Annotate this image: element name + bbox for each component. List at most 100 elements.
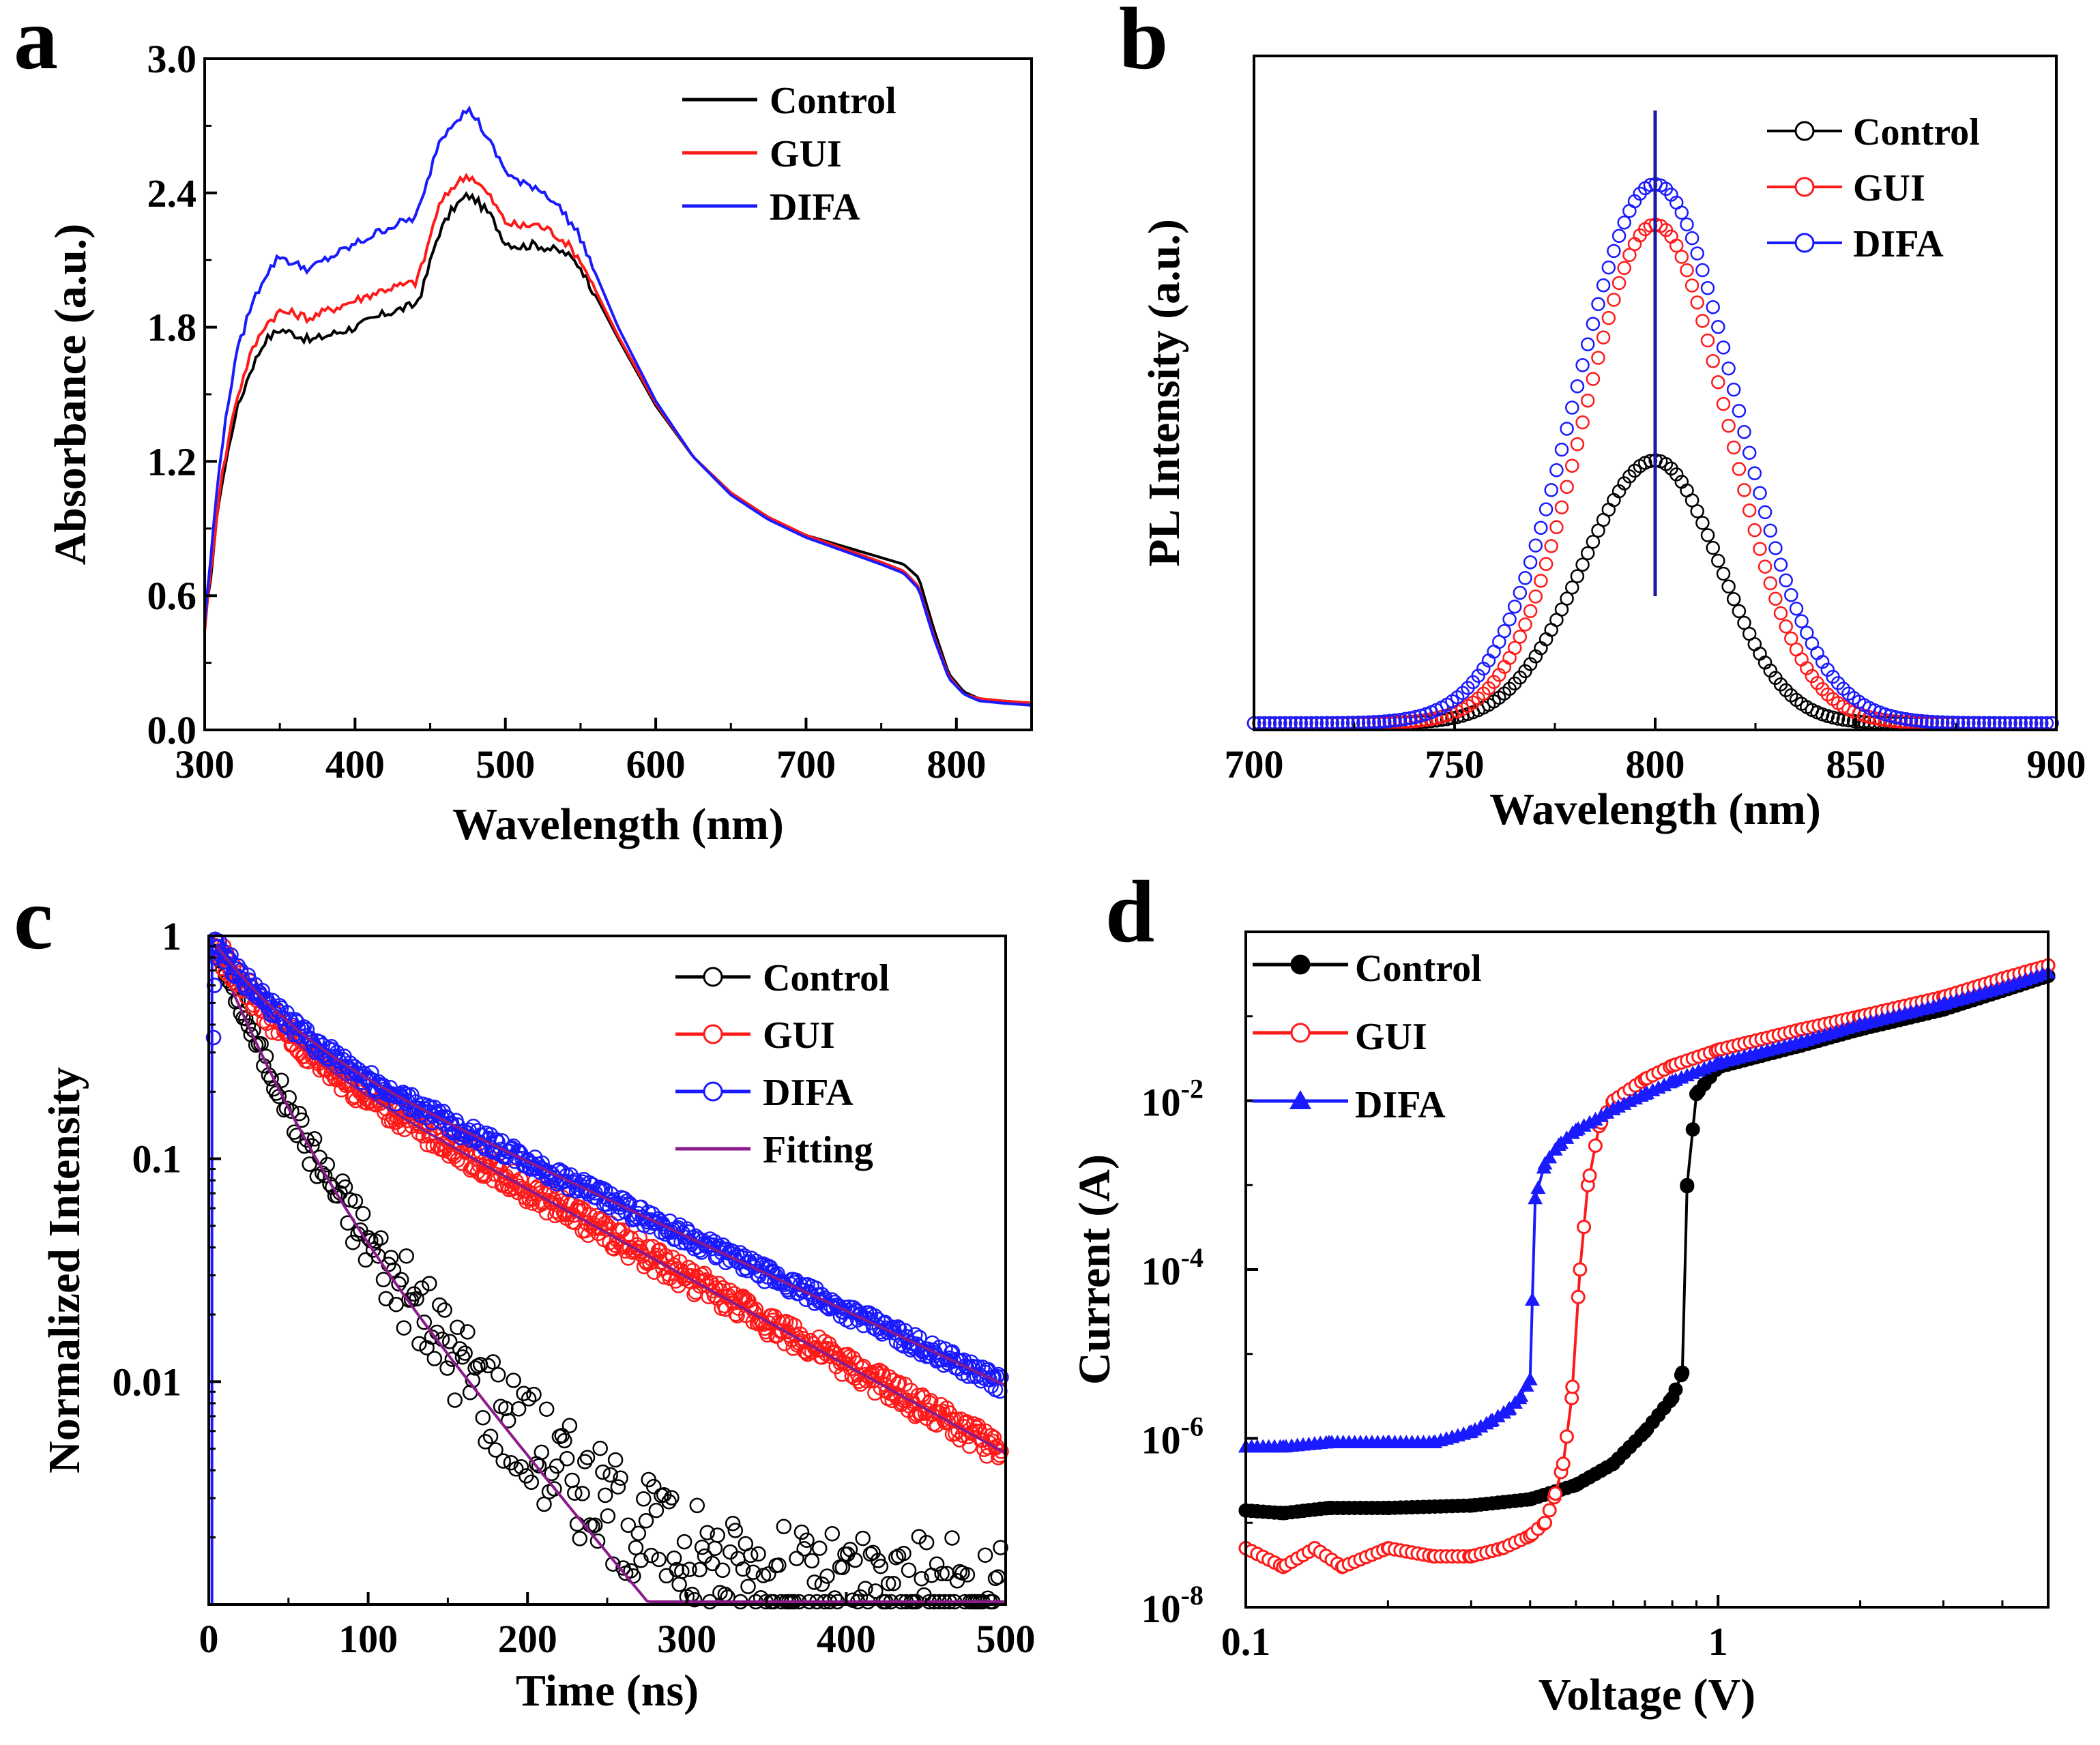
data-point — [437, 1302, 452, 1318]
y-tick-exponent: -6 — [1181, 1411, 1204, 1442]
data-point — [1530, 1180, 1546, 1194]
data-point — [355, 1206, 371, 1222]
legend-marker-control — [703, 967, 723, 987]
data-point — [567, 1485, 583, 1501]
data-point — [546, 1481, 562, 1497]
data-point — [413, 1280, 430, 1296]
data-point — [240, 1018, 257, 1034]
legend-label-gui: GUI — [1355, 1016, 1427, 1058]
legend-marker-difa — [703, 1081, 723, 1102]
data-point — [358, 1252, 374, 1268]
data-point — [1695, 516, 1710, 530]
data-point — [1560, 422, 1574, 436]
data-point — [761, 1566, 776, 1582]
data-point — [1747, 523, 1762, 538]
y-tick-label: 10-2 — [1141, 1074, 1204, 1125]
data-point — [1711, 375, 1725, 390]
data-point — [1737, 424, 1751, 439]
data-point — [265, 1024, 280, 1040]
data-point — [796, 1541, 812, 1557]
data-point — [1878, 707, 1893, 722]
data-point — [1612, 276, 1627, 291]
data-point — [302, 1030, 318, 1046]
data-point — [1554, 500, 1569, 515]
data-point — [727, 1523, 744, 1538]
data-point — [1763, 576, 1778, 591]
panel-letter-a: a — [14, 0, 58, 88]
data-point — [901, 1562, 917, 1579]
data-point — [416, 1315, 433, 1330]
data-point — [315, 1165, 330, 1182]
x-tick-label: 600 — [626, 742, 686, 787]
data-point — [602, 1467, 618, 1483]
data-point — [516, 1385, 531, 1401]
data-point — [523, 1474, 540, 1491]
data-point — [1721, 579, 1736, 594]
data-point — [1716, 340, 1731, 355]
data-point — [806, 1574, 822, 1590]
data-point — [1586, 317, 1601, 332]
x-tick-label: 500 — [476, 742, 535, 787]
data-point — [1518, 664, 1532, 679]
data-point — [581, 1207, 598, 1222]
x-tick-label: 400 — [817, 1617, 876, 1661]
data-point — [1925, 714, 1939, 729]
data-point — [441, 1334, 458, 1349]
data-point — [1700, 333, 1715, 348]
data-point — [559, 1450, 575, 1467]
data-point — [1763, 523, 1778, 538]
data-point — [1565, 1379, 1580, 1394]
data-point — [1408, 709, 1423, 724]
y-tick-base: 10 — [1141, 1249, 1181, 1293]
data-point — [750, 1546, 766, 1562]
data-point — [1721, 361, 1736, 376]
series-difa — [205, 931, 1009, 1399]
x-tick-label: 750 — [1425, 742, 1485, 787]
data-point — [1732, 604, 1747, 619]
data-point — [562, 1418, 578, 1434]
data-point — [1768, 541, 1783, 555]
data-point — [911, 1529, 927, 1544]
data-point — [388, 1296, 404, 1313]
series-line-gui — [203, 173, 1032, 705]
data-point — [1726, 591, 1741, 606]
panel-letter-d: d — [1105, 863, 1154, 961]
data-point — [1601, 310, 1616, 325]
data-point — [1685, 1122, 1700, 1137]
data-point — [987, 1570, 1004, 1587]
panel-letter-b: b — [1119, 0, 1168, 88]
legend-label-control: Control — [763, 957, 890, 999]
data-point — [595, 1464, 611, 1480]
data-point — [1779, 573, 1793, 588]
data-point — [302, 1156, 317, 1172]
data-point — [482, 1428, 499, 1444]
data-point — [1586, 534, 1601, 549]
data-point — [1577, 1220, 1592, 1235]
data-point — [396, 1121, 413, 1138]
data-point — [1377, 714, 1392, 729]
data-point — [645, 1478, 662, 1495]
data-point — [1554, 442, 1569, 457]
data-point — [1695, 314, 1710, 328]
data-point — [811, 1540, 828, 1556]
data-point — [1690, 504, 1704, 518]
data-point — [1518, 617, 1532, 632]
y-tick-label: 1.2 — [147, 439, 197, 484]
data-point — [450, 1319, 465, 1335]
data-point — [907, 1327, 923, 1343]
data-point — [847, 1552, 863, 1568]
data-point — [597, 1487, 613, 1504]
data-point — [1538, 502, 1554, 516]
x-tick-label: 300 — [175, 742, 235, 787]
data-point — [1528, 538, 1543, 553]
data-point — [1575, 557, 1590, 572]
data-point — [890, 1376, 906, 1392]
data-point — [1571, 1289, 1586, 1304]
legend-label-gui: GUI — [1853, 167, 1925, 209]
data-point — [411, 1336, 427, 1352]
data-point — [1700, 281, 1715, 295]
data-point — [1513, 630, 1528, 644]
data-point — [989, 1438, 1005, 1454]
legend-label-control: Control — [1355, 948, 1482, 990]
data-point — [1398, 712, 1412, 727]
